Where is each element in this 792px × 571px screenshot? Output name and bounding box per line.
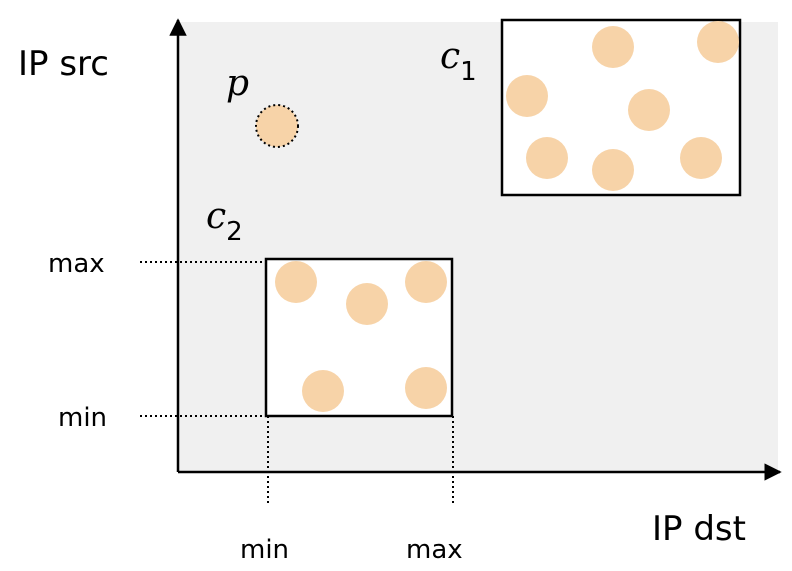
- cluster-c1-dot: [526, 137, 568, 179]
- cluster-c1-dot: [628, 89, 670, 131]
- x-min-label: min: [240, 535, 289, 565]
- cluster-c2-label: c2: [206, 196, 243, 247]
- cluster-c2: [264, 257, 454, 418]
- cluster-c1-dot: [506, 75, 548, 117]
- x-max-label: max: [406, 535, 463, 565]
- point-p-label: p: [226, 63, 249, 104]
- cluster-c1-dot: [680, 137, 722, 179]
- x-axis-label: IP dst: [652, 509, 746, 549]
- cluster-c2-dot: [405, 367, 447, 409]
- cluster-c1-label: c1: [440, 36, 477, 87]
- cluster-c1: [500, 18, 742, 197]
- cluster-c1-dot: [592, 26, 634, 68]
- cluster-c1-dot: [592, 149, 634, 191]
- cluster-c2-dot: [275, 261, 317, 303]
- y-axis-label: IP src: [18, 44, 109, 84]
- y-max-label: max: [48, 249, 105, 279]
- y-min-label: min: [58, 403, 107, 433]
- cluster-c2-dot: [405, 261, 447, 303]
- cluster-c1-dot: [697, 21, 739, 63]
- cluster-c2-dot: [346, 283, 388, 325]
- point-p: [255, 104, 299, 148]
- cluster-c2-dot: [302, 370, 344, 412]
